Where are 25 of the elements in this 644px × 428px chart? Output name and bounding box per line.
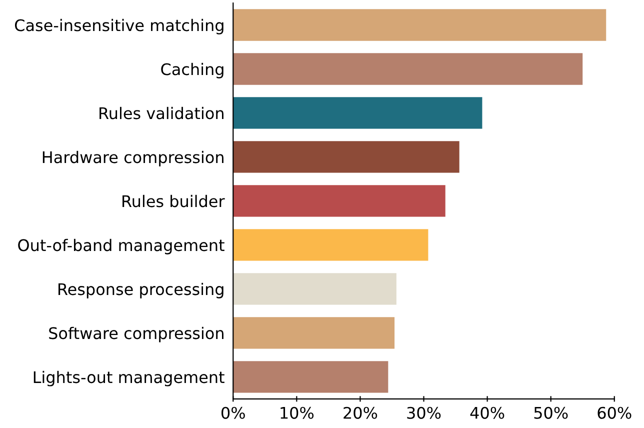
bar: [233, 141, 460, 173]
bar: [233, 185, 446, 217]
y-tick-label: Hardware compression: [42, 150, 224, 166]
y-tick-label: Case-insensitive matching: [14, 18, 224, 34]
y-tick-label: Rules builder: [122, 194, 225, 208]
y-tick-label: Response processing: [58, 282, 224, 298]
bar: [233, 317, 395, 349]
bar: [233, 361, 388, 393]
x-tick-label: 50%: [534, 406, 568, 419]
x-tick-label: 40%: [470, 406, 504, 419]
y-tick-label: Rules validation: [100, 106, 224, 120]
y-tick-label: Lights-out management: [34, 370, 224, 386]
y-tick-label: Software compression: [49, 326, 224, 342]
x-tick-label: 60%: [598, 406, 632, 419]
bar: [233, 97, 482, 129]
x-tick-label: 20%: [344, 406, 378, 419]
bar: [233, 9, 606, 41]
x-tick-label: 30%: [407, 406, 441, 419]
y-tick-label: Caching: [161, 62, 224, 78]
bar: [233, 273, 396, 305]
bar: [233, 229, 428, 261]
x-tick-label: 10%: [280, 406, 314, 419]
x-tick-label: 0%: [222, 406, 245, 419]
y-tick-label: Out-of-band management: [18, 238, 224, 254]
bar: [233, 53, 583, 85]
